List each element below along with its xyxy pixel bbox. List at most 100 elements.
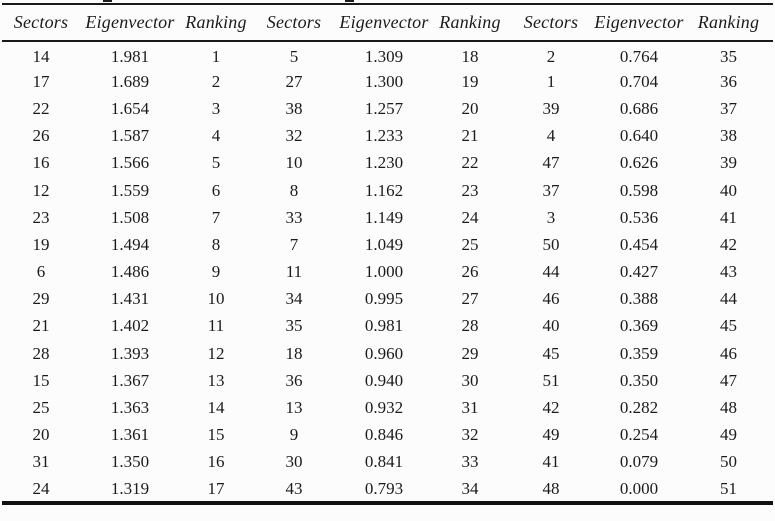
table-cell: 42 [542, 398, 560, 418]
table-cell: 11 [285, 262, 303, 282]
table-cell: 6 [211, 180, 221, 200]
column-header: Eigenvector [594, 12, 684, 32]
table-cell: 1.367 [110, 370, 150, 390]
table-cell: 1.363 [110, 398, 150, 418]
table-cell: 18 [285, 343, 303, 363]
column-header: Ranking [439, 12, 501, 32]
table-cell: 0.764 [619, 46, 659, 66]
table-cell: 24 [461, 207, 479, 227]
table-cell: 23 [32, 207, 50, 227]
table-cell: 1.981 [110, 46, 150, 66]
table-cell: 46 [720, 343, 737, 363]
table-cell: 0.960 [364, 343, 404, 363]
table-cell: 10 [207, 289, 225, 309]
table-cell: 41 [720, 207, 737, 227]
table-cell: 1.494 [110, 234, 150, 254]
table-row: 22 1.654 3 38 1.257 20 39 0.686 37 [2, 95, 773, 122]
table-cell: 14 [32, 46, 50, 66]
table-cell: 1.162 [364, 180, 404, 200]
table-cell: 0.793 [364, 478, 404, 498]
table-cell: 15 [207, 425, 225, 445]
table-cell: 44 [720, 289, 737, 309]
table-cell: 7 [211, 207, 221, 227]
table-row: 6 1.486 9 11 1.000 26 44 0.427 43 [2, 259, 773, 286]
table-cell: 1.000 [364, 262, 404, 282]
table-cell: 1.654 [110, 98, 150, 118]
table-cell: 19 [32, 234, 50, 254]
table-cell: 22 [32, 98, 50, 118]
table-row: 21 1.402 11 35 0.981 28 40 0.369 45 [2, 313, 773, 340]
table-cell: 12 [207, 343, 225, 363]
table-cell: 40 [720, 180, 737, 200]
table-cell: 1.309 [364, 46, 404, 66]
table-cell: 36 [285, 370, 303, 390]
table-cell: 3 [546, 207, 556, 227]
table-cell: 20 [461, 98, 479, 118]
table-cell: 1.431 [110, 289, 150, 309]
table-cell: 41 [542, 452, 560, 472]
column-header: Eigenvector [339, 12, 429, 32]
table-cell: 0.079 [619, 452, 659, 472]
table-cell: 34 [285, 289, 303, 309]
table-cell: 36 [720, 71, 737, 91]
table-container: Sectors Eigenvector Ranking Sectors Eigenvec… [2, 3, 773, 506]
table-row: 25 1.363 14 13 0.932 31 42 0.282 48 [2, 394, 773, 421]
table-cell: 1.559 [110, 180, 150, 200]
table-cell: 38 [285, 98, 303, 118]
table-cell: 1.689 [110, 71, 150, 91]
table-cell: 16 [207, 452, 225, 472]
table-cell: 2 [211, 71, 221, 91]
table-row: 23 1.508 7 33 1.149 24 3 0.536 41 [2, 204, 773, 231]
table-cell: 33 [461, 452, 479, 472]
table-cell: 17 [207, 478, 225, 498]
table-cell: 31 [461, 398, 479, 418]
table-cell: 51 [542, 370, 560, 390]
table-cell: 0.686 [619, 98, 659, 118]
table-row: 26 1.587 4 32 1.233 21 4 0.640 38 [2, 123, 773, 150]
table-cell: 0.598 [619, 180, 659, 200]
table-cell: 1.587 [110, 126, 150, 146]
table-cell: 27 [461, 289, 479, 309]
table-cell: 1.319 [110, 478, 150, 498]
table-cell: 51 [720, 478, 737, 498]
table-cell: 28 [32, 343, 50, 363]
table-cell: 10 [285, 153, 303, 173]
table-cell: 1.361 [110, 425, 150, 445]
table-cell: 47 [542, 153, 560, 173]
table-cell: 1.393 [110, 343, 150, 363]
table-cell: 45 [720, 316, 737, 336]
table-cell: 26 [32, 126, 50, 146]
table-cell: 40 [542, 316, 560, 336]
table-row: 19 1.494 8 7 1.049 25 50 0.454 42 [2, 231, 773, 258]
table-cell: 15 [32, 370, 50, 390]
table-cell: 0.369 [619, 316, 659, 336]
table-cell: 1.230 [364, 153, 404, 173]
table-cell: 7 [289, 234, 299, 254]
table-cell: 21 [32, 316, 50, 336]
table-cell: 20 [32, 425, 50, 445]
column-header: Eigenvector [85, 12, 175, 32]
table-cell: 28 [461, 316, 479, 336]
table-cell: 0.995 [364, 289, 404, 309]
table-cell: 8 [211, 234, 221, 254]
table-cell: 1.508 [110, 207, 150, 227]
table-cell: 30 [461, 370, 479, 390]
table-cell: 22 [461, 153, 479, 173]
table-cell: 13 [207, 370, 225, 390]
table-cell: 18 [461, 46, 479, 66]
table-cell: 5 [211, 153, 221, 173]
table-cell: 0.626 [619, 153, 659, 173]
table-cell: 26 [461, 262, 479, 282]
table-cell: 37 [720, 98, 737, 118]
table-cell: 43 [720, 262, 737, 282]
table-cell: 1.257 [364, 98, 404, 118]
table-cell: 50 [720, 452, 737, 472]
table-cell: 0.846 [364, 425, 404, 445]
cropped-caption-artifact [345, 0, 354, 2]
table-cell: 1.402 [110, 316, 150, 336]
table-cell: 25 [461, 234, 479, 254]
table-cell: 14 [207, 398, 225, 418]
table-cell: 5 [289, 46, 299, 66]
table-cell: 2 [546, 46, 556, 66]
